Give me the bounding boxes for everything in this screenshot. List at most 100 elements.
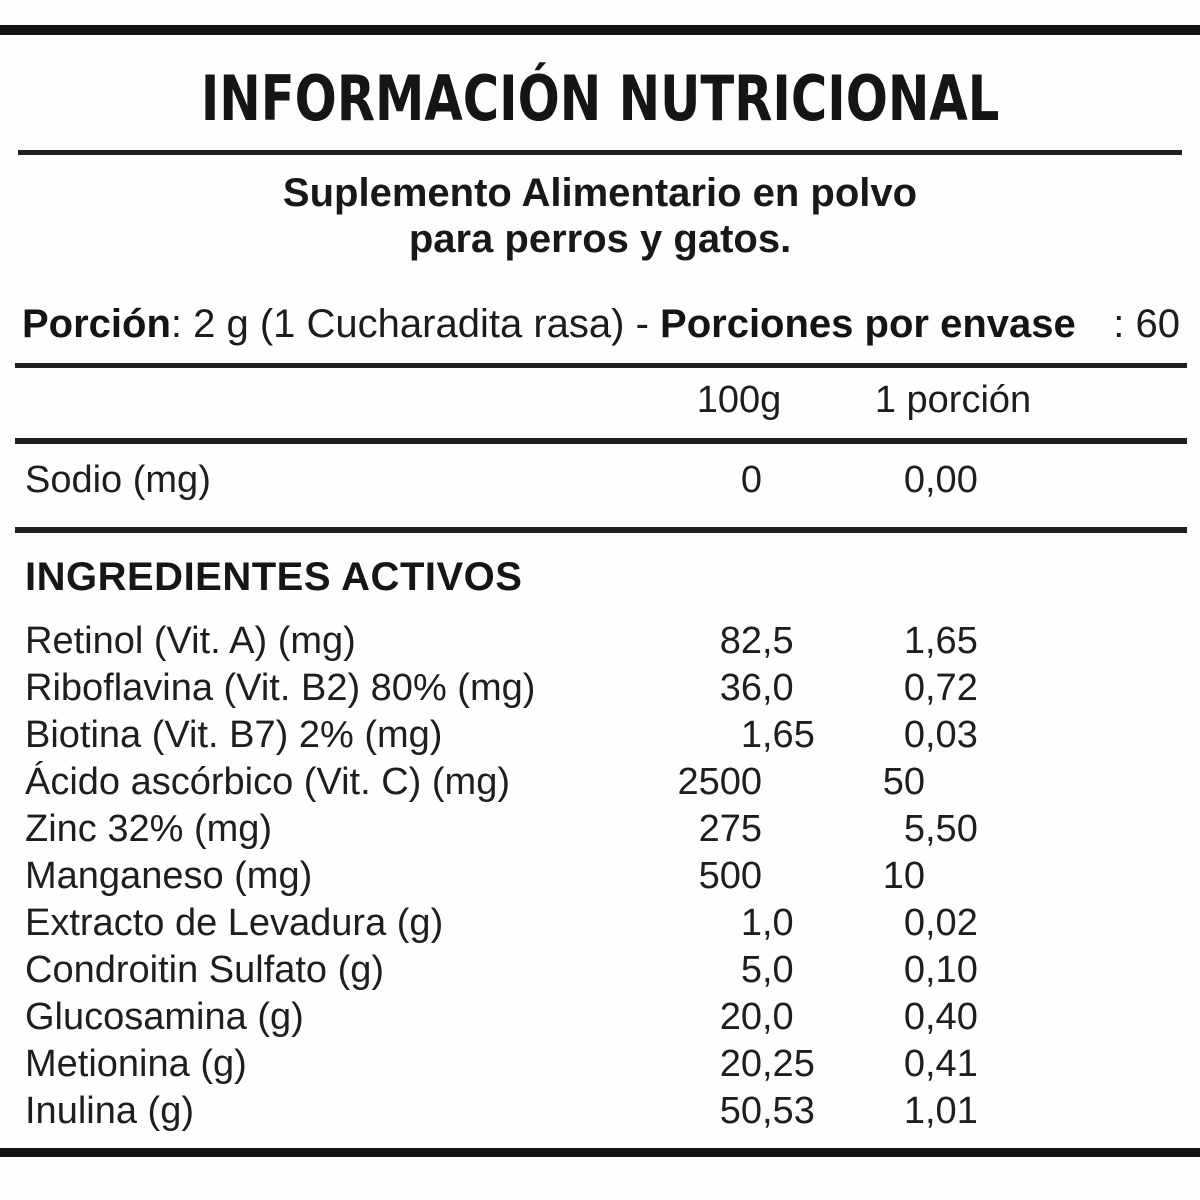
value-portion-int: 5 (903, 808, 925, 850)
serving-size-text: Porción: 2 g (1 Cucharadita rasa) - Porc… (22, 302, 1076, 346)
value-portion-dec: ,65 (925, 620, 978, 662)
value-100g-int: 20 (719, 1043, 762, 1085)
page-title-text: INFORMACIÓN NUTRICIONAL (200, 62, 1000, 135)
value-100g-int: 50 (719, 1090, 762, 1132)
ingredient-name: Extracto de Levadura (g) (25, 902, 444, 944)
value-portion-int: 0 (903, 714, 925, 756)
value-100g-int: 2500 (677, 761, 762, 803)
value-portion-dec: ,10 (925, 949, 978, 991)
sodium-label: Sodio (mg) (25, 459, 211, 501)
sodium-row: Sodio (mg) 0 0,00 (25, 458, 1060, 502)
value-100g-int: 1 (740, 902, 762, 944)
value-portion-int: 1 (903, 620, 925, 662)
value-100g-int: 500 (698, 855, 762, 897)
value-portion-dec: ,01 (925, 1090, 978, 1132)
sodium-value-per-portion: 0,00 (830, 458, 1060, 502)
ingredient-name: Inulina (g) (25, 1090, 194, 1132)
ingredient-name: Zinc 32% (mg) (25, 808, 273, 850)
active-ingredients-heading: INGREDIENTES ACTIVOS (25, 555, 523, 599)
value-portion-int: 1 (903, 1090, 925, 1132)
sodium-value-per-100g: 0 (620, 458, 830, 502)
value-per-portion: 0,40 (830, 994, 1060, 1041)
value-per-portion: 0,72 (830, 665, 1060, 712)
sodium-bottom-divider (15, 527, 1187, 533)
sodium-portion-int: 0 (903, 459, 925, 501)
value-portion-int: 50 (882, 761, 925, 803)
ingredient-row-inulina: Inulina (g) 50,53 1,01 (25, 1088, 1060, 1135)
ingredient-name: Metionina (g) (25, 1043, 247, 1085)
column-headers-row: 100g 1 porción (25, 378, 1060, 422)
ingredient-row-retinol: Retinol (Vit. A) (mg) 82,5 1,65 (25, 618, 1060, 665)
value-portion-int: 0 (903, 902, 925, 944)
serving-info-line: Porción: 2 g (1 Cucharadita rasa) - Porc… (22, 302, 1180, 346)
ingredient-name: Manganeso (mg) (25, 855, 313, 897)
value-per-100g: 1,65 (620, 712, 830, 759)
value-per-100g: 5,0 (620, 947, 830, 994)
servings-per-container-value: : 60 (1113, 302, 1180, 346)
value-100g-int: 5 (740, 949, 762, 991)
ingredient-row-acido-ascorbico: Ácido ascórbico (Vit. C) (mg) 2500 50 (25, 759, 1060, 806)
servings-per-container-label: Porciones por envase (660, 302, 1076, 346)
ingredient-name: Ácido ascórbico (Vit. C) (mg) (25, 761, 510, 803)
value-per-portion: 5,50 (830, 806, 1060, 853)
value-per-100g: 20,0 (620, 994, 830, 1041)
value-100g-int: 275 (698, 808, 762, 850)
value-portion-dec: ,03 (925, 714, 978, 756)
value-per-portion: 1,01 (830, 1088, 1060, 1135)
value-100g-int: 1 (740, 714, 762, 756)
value-100g-dec: ,5 (762, 620, 794, 662)
column-header-portion: 1 porción (874, 379, 1032, 421)
value-100g-dec: ,0 (762, 949, 794, 991)
value-per-100g: 1,0 (620, 900, 830, 947)
value-per-100g: 275 (620, 806, 830, 853)
value-100g-int: 36 (719, 667, 762, 709)
value-per-portion: 0,41 (830, 1041, 1060, 1088)
value-100g-dec: ,25 (762, 1043, 815, 1085)
value-per-portion: 50 (830, 759, 1060, 806)
subtitle-line-2: para perros y gatos. (408, 217, 792, 261)
value-100g-int: 82 (719, 620, 762, 662)
portion-label: Porción (22, 302, 171, 346)
column-headers-spacer (25, 378, 620, 422)
value-portion-int: 10 (882, 855, 925, 897)
value-100g-dec: ,0 (762, 667, 794, 709)
header-top-divider (15, 363, 1187, 368)
value-per-portion: 0,02 (830, 900, 1060, 947)
ingredient-row-glucosamina: Glucosamina (g) 20,0 0,40 (25, 994, 1060, 1041)
value-per-100g: 20,25 (620, 1041, 830, 1088)
ingredient-name: Biotina (Vit. B7) 2% (mg) (25, 714, 443, 756)
ingredients-table: Retinol (Vit. A) (mg) 82,5 1,65 Riboflav… (25, 618, 1060, 1135)
value-per-portion: 0,03 (830, 712, 1060, 759)
value-100g-dec: ,53 (762, 1090, 815, 1132)
value-per-portion: 0,10 (830, 947, 1060, 994)
ingredient-name: Retinol (Vit. A) (mg) (25, 620, 356, 662)
value-per-portion: 10 (830, 853, 1060, 900)
value-100g-int: 20 (719, 996, 762, 1038)
ingredient-row-manganeso: Manganeso (mg) 500 10 (25, 853, 1060, 900)
value-portion-dec: ,72 (925, 667, 978, 709)
header-bottom-divider (15, 438, 1187, 444)
value-per-portion: 1,65 (830, 618, 1060, 665)
value-portion-int: 0 (903, 949, 925, 991)
value-portion-dec: ,40 (925, 996, 978, 1038)
ingredient-row-zinc: Zinc 32% (mg) 275 5,50 (25, 806, 1060, 853)
value-portion-int: 0 (903, 996, 925, 1038)
sodium-portion-dec: ,00 (925, 459, 978, 501)
ingredient-row-extracto-levadura: Extracto de Levadura (g) 1,0 0,02 (25, 900, 1060, 947)
value-portion-int: 0 (903, 667, 925, 709)
value-portion-dec: ,41 (925, 1043, 978, 1085)
ingredient-name: Glucosamina (g) (25, 996, 304, 1038)
sodium-100g-int: 0 (740, 459, 762, 501)
product-subtitle: Suplemento Alimentario en polvo para per… (0, 170, 1200, 262)
top-border-bar (0, 25, 1200, 35)
value-per-100g: 50,53 (620, 1088, 830, 1135)
column-header-100g: 100g (696, 379, 782, 421)
value-portion-int: 0 (903, 1043, 925, 1085)
value-per-100g: 500 (620, 853, 830, 900)
bottom-border-bar (0, 1148, 1200, 1157)
page-title: INFORMACIÓN NUTRICIONAL (0, 68, 1200, 130)
subtitle-line-1: Suplemento Alimentario en polvo (282, 171, 918, 215)
ingredient-row-biotina: Biotina (Vit. B7) 2% (mg) 1,65 0,03 (25, 712, 1060, 759)
value-portion-dec: ,02 (925, 902, 978, 944)
